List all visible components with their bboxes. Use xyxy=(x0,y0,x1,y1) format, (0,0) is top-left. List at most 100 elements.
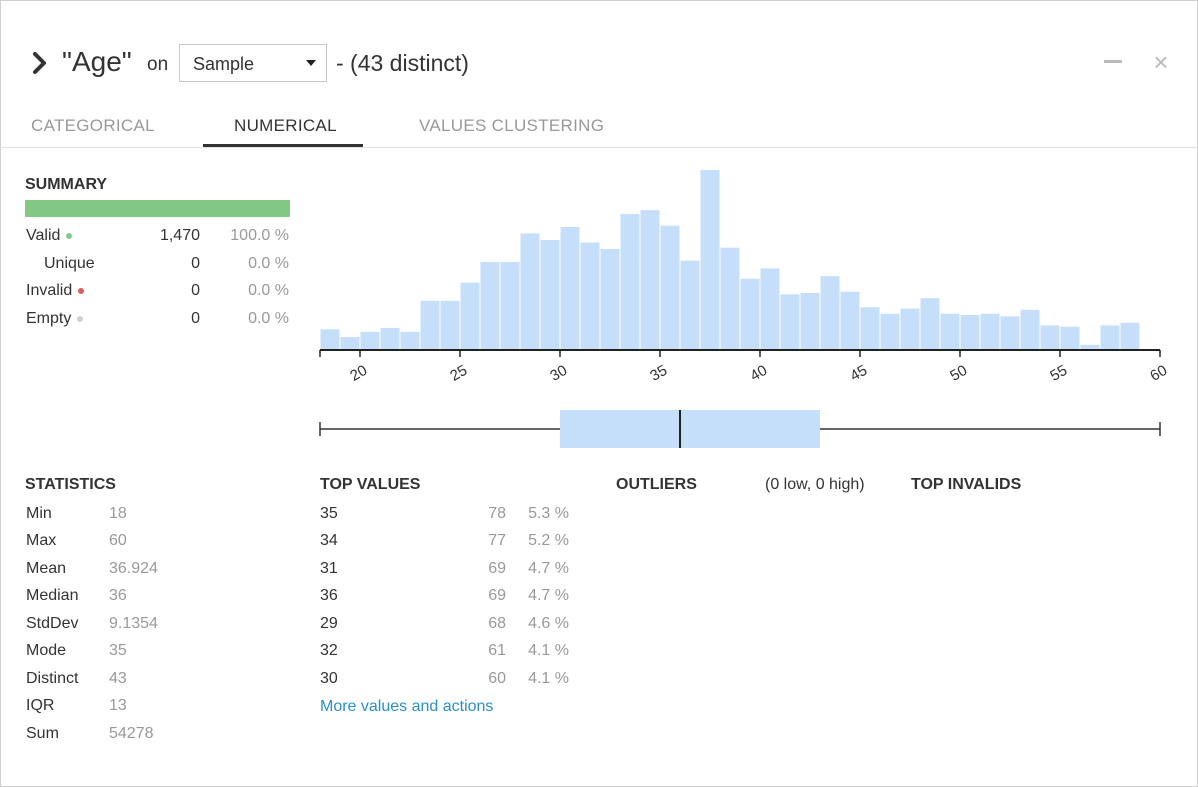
histogram-bar[interactable] xyxy=(621,214,640,350)
stat-value: 54278 xyxy=(109,725,154,743)
histogram-bar[interactable] xyxy=(441,301,460,350)
histogram-chart: 20 25 30 35 40 45 50 55 60 xyxy=(300,160,1180,460)
x-axis-tick-label: 55 xyxy=(1047,362,1070,385)
stat-value: 36.924 xyxy=(109,560,158,578)
summary-row-empty: Empty 0 0.0 % xyxy=(0,310,300,332)
top-value-pct: 4.6 % xyxy=(528,615,569,633)
tab-categorical[interactable]: CATEGORICAL xyxy=(31,116,155,136)
stat-value: 35 xyxy=(109,642,127,660)
summary-row-valid: Valid 1,470 100.0 % xyxy=(0,227,300,249)
histogram-bar[interactable] xyxy=(781,294,800,350)
histogram-bar[interactable] xyxy=(1001,316,1020,350)
stat-label: Median xyxy=(26,587,78,605)
top-value-label: 32 xyxy=(320,642,338,660)
x-axis-tick-label: 45 xyxy=(847,362,870,385)
histogram-bar[interactable] xyxy=(1021,310,1040,350)
histogram-bar[interactable] xyxy=(861,307,880,350)
top-value-label: 35 xyxy=(320,505,338,523)
active-tab-indicator xyxy=(203,144,363,147)
histogram-bar[interactable] xyxy=(801,293,820,350)
top-value-count: 69 xyxy=(488,560,506,578)
top-value-row: 36 69 4.7 % xyxy=(320,587,580,609)
histogram-bar[interactable] xyxy=(821,276,840,350)
histogram-bar[interactable] xyxy=(641,210,660,350)
top-value-pct: 4.7 % xyxy=(528,587,569,605)
summary-pct: 0.0 % xyxy=(248,255,289,273)
top-value-pct: 5.3 % xyxy=(528,505,569,523)
histogram-bar[interactable] xyxy=(381,328,400,350)
boxplot-box xyxy=(560,410,820,448)
stat-value: 43 xyxy=(109,670,127,688)
summary-label: Valid xyxy=(26,227,60,244)
stat-label: IQR xyxy=(26,697,54,715)
top-value-label: 29 xyxy=(320,615,338,633)
histogram-bar[interactable] xyxy=(341,337,360,350)
histogram-bar[interactable] xyxy=(361,332,380,350)
histogram-bar[interactable] xyxy=(961,315,980,350)
stat-label: Mode xyxy=(26,642,66,660)
histogram-bar[interactable] xyxy=(721,248,740,350)
x-axis-tick-label: 35 xyxy=(647,362,670,385)
sample-select-value: Sample xyxy=(193,54,254,75)
top-value-count: 69 xyxy=(488,587,506,605)
top-value-count: 77 xyxy=(488,532,506,550)
histogram-bar[interactable] xyxy=(1061,327,1080,350)
summary-row-unique: Unique 0 0.0 % xyxy=(0,255,300,277)
top-value-row: 31 69 4.7 % xyxy=(320,560,580,582)
x-axis-ticks: 20 25 30 35 40 45 50 55 60 xyxy=(320,350,1170,385)
histogram-bar[interactable] xyxy=(461,283,480,350)
valid-dot-icon xyxy=(66,233,72,239)
histogram-bar[interactable] xyxy=(921,298,940,350)
histogram-bar[interactable] xyxy=(1121,323,1140,350)
histogram-bar[interactable] xyxy=(521,233,540,350)
close-icon[interactable]: × xyxy=(1151,49,1171,75)
outliers-title: OUTLIERS xyxy=(616,476,697,494)
histogram-bar[interactable] xyxy=(581,243,600,350)
histogram-bar[interactable] xyxy=(1041,325,1060,350)
histogram-bar[interactable] xyxy=(701,170,720,350)
histogram-bar[interactable] xyxy=(541,240,560,350)
histogram-bar[interactable] xyxy=(321,329,340,350)
histogram-bar[interactable] xyxy=(681,261,700,350)
histogram-bar[interactable] xyxy=(761,268,780,350)
summary-count: 0 xyxy=(191,282,200,300)
more-values-link[interactable]: More values and actions xyxy=(320,698,493,716)
histogram-bar[interactable] xyxy=(661,226,680,350)
boxplot xyxy=(320,410,1160,448)
top-values-title: TOP VALUES xyxy=(320,476,420,494)
histogram-bar[interactable] xyxy=(741,279,760,350)
stat-value: 13 xyxy=(109,697,127,715)
top-value-row: 34 77 5.2 % xyxy=(320,532,580,554)
chevron-right-icon[interactable] xyxy=(30,50,50,76)
top-value-label: 31 xyxy=(320,560,338,578)
stat-label: Max xyxy=(26,532,56,550)
summary-label: Empty xyxy=(26,310,71,327)
top-value-pct: 4.7 % xyxy=(528,560,569,578)
sample-select[interactable]: Sample xyxy=(179,44,327,82)
stat-label: Min xyxy=(26,505,52,523)
summary-count: 0 xyxy=(191,310,200,328)
histogram-bar[interactable] xyxy=(1101,325,1120,350)
empty-dot-icon xyxy=(77,316,83,322)
histogram-bar[interactable] xyxy=(501,262,520,350)
x-axis-tick-label: 60 xyxy=(1147,362,1170,385)
x-axis-tick-label: 25 xyxy=(447,362,470,385)
tab-numerical[interactable]: NUMERICAL xyxy=(234,116,337,136)
histogram-bar[interactable] xyxy=(981,314,1000,350)
histogram-bar[interactable] xyxy=(421,301,440,350)
histogram-bar[interactable] xyxy=(941,314,960,350)
x-axis-tick-label: 50 xyxy=(947,362,970,385)
histogram-bar[interactable] xyxy=(601,249,620,350)
histogram-bar[interactable] xyxy=(841,292,860,350)
top-invalids-title: TOP INVALIDS xyxy=(911,476,1021,494)
tab-values-clustering[interactable]: VALUES CLUSTERING xyxy=(419,116,604,136)
caret-down-icon xyxy=(306,60,316,66)
histogram-bar[interactable] xyxy=(481,262,500,350)
minimize-icon[interactable] xyxy=(1104,60,1122,63)
histogram-bar[interactable] xyxy=(881,314,900,350)
histogram-bar[interactable] xyxy=(901,309,920,350)
summary-valid-bar xyxy=(25,200,290,217)
histogram-bar[interactable] xyxy=(561,227,580,350)
histogram-bar[interactable] xyxy=(401,332,420,350)
top-value-count: 68 xyxy=(488,615,506,633)
